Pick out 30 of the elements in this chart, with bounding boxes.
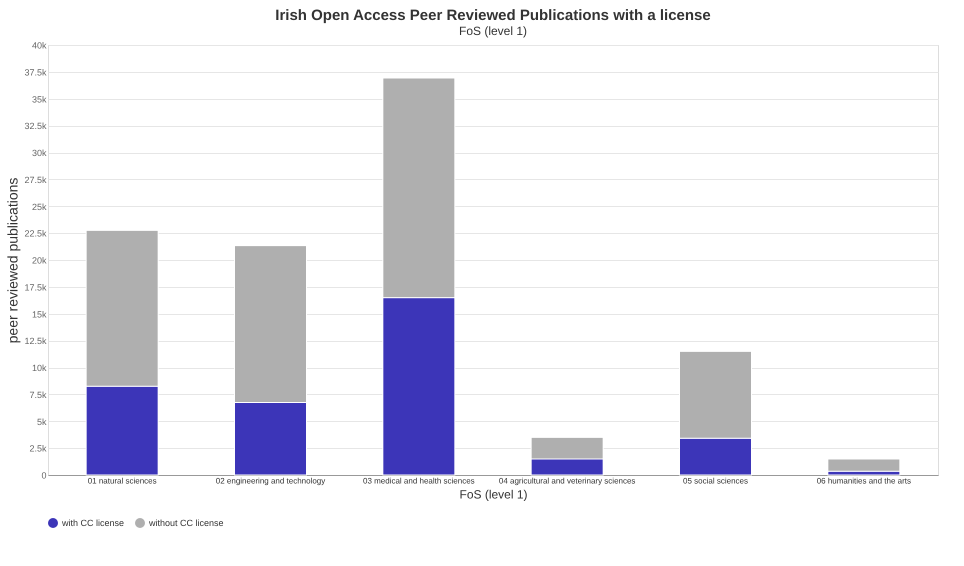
legend-label: without CC license <box>148 518 224 528</box>
x-tick-label: 05 social sciences <box>683 476 748 486</box>
y-axis-title: peer reviewed publications <box>4 178 20 344</box>
x-tick-label: 03 medical and health sciences <box>363 476 475 486</box>
y-tick-label: 27.5k <box>24 174 47 185</box>
x-tick-label: 02 engineering and technology <box>216 476 326 486</box>
y-tick-label: 22.5k <box>24 228 47 239</box>
x-tick-label: 06 humanities and the arts <box>816 476 911 486</box>
y-tick-label: 20k <box>32 256 47 266</box>
y-tick-label: 35k <box>32 94 47 104</box>
y-tick-label: 10k <box>32 363 47 373</box>
y-tick-label: 15k <box>32 309 47 320</box>
chart-subtitle: FoS (level 1) <box>458 24 528 38</box>
y-tick-label: 5k <box>36 416 47 427</box>
y-tick-label: 30k <box>32 148 47 158</box>
chart-title: Irish Open Access Peer Reviewed Publications with a license <box>275 7 711 24</box>
y-tick-label: 17.5k <box>24 282 47 292</box>
y-tick-label: 2.5k <box>29 444 47 454</box>
y-tick-label: 0 <box>41 470 46 480</box>
x-axis-title: FoS (level 1) <box>459 488 528 502</box>
x-tick-label: 01 natural sciences <box>88 476 157 486</box>
y-tick-label: 37.5k <box>24 67 47 78</box>
bar <box>827 458 900 472</box>
y-tick-label: 25k <box>32 202 47 212</box>
y-tick-label: 32.5k <box>24 121 47 132</box>
x-tick-label: 04 agricultural and veterinary sciences <box>498 476 636 486</box>
y-tick-label: 40k <box>32 40 47 50</box>
y-tick-label: 7.5k <box>29 390 47 400</box>
legend-label: with CC license <box>61 518 124 528</box>
y-tick-label: 12.5k <box>24 336 47 346</box>
